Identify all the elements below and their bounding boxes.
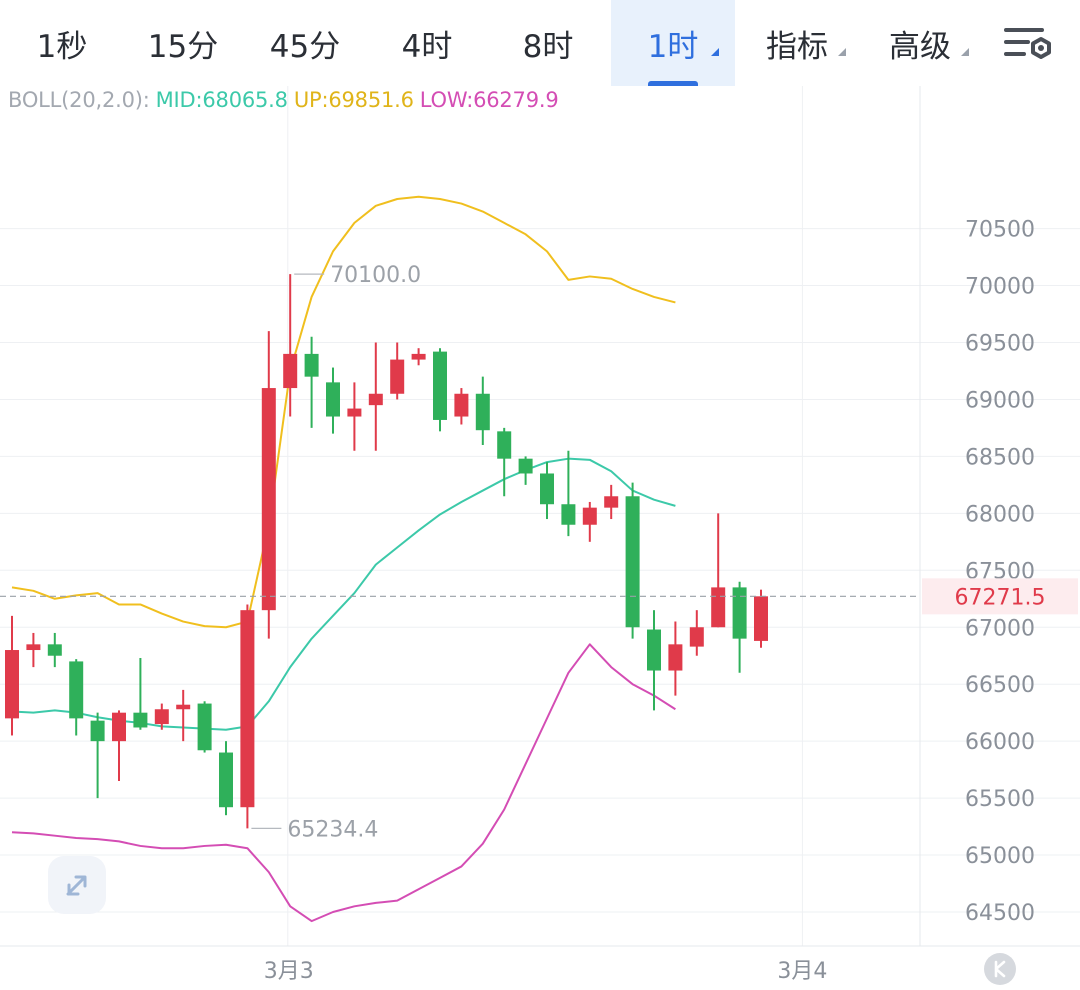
boll-lower-band bbox=[11, 643, 676, 923]
price-tick-label: 65000 bbox=[965, 844, 1035, 869]
boll-name: BOLL(20,2.0): bbox=[8, 88, 150, 112]
candle-body[interactable] bbox=[240, 610, 255, 808]
boll-upper-band bbox=[11, 195, 676, 629]
dropdown-caret-icon bbox=[711, 48, 719, 56]
expand-icon[interactable] bbox=[48, 856, 106, 914]
candle-body[interactable] bbox=[47, 644, 62, 656]
tab-timeframe-7[interactable]: 指标 bbox=[736, 0, 858, 86]
candle-body[interactable] bbox=[304, 353, 319, 377]
tab-label: 4时 bbox=[401, 28, 453, 65]
high-price-label: 70100.0 bbox=[330, 263, 421, 288]
candle-body[interactable] bbox=[69, 661, 84, 719]
tab-label: 高级 bbox=[889, 28, 951, 65]
candle-body[interactable] bbox=[454, 393, 469, 417]
candle-body[interactable] bbox=[518, 458, 533, 474]
candle-body[interactable] bbox=[668, 644, 683, 671]
candle-body[interactable] bbox=[5, 650, 19, 719]
current-price-tag bbox=[922, 578, 1078, 615]
price-tick-label: 68000 bbox=[965, 502, 1035, 527]
candle-body[interactable] bbox=[647, 629, 661, 671]
candle-body[interactable] bbox=[90, 720, 105, 742]
tab-timeframe-8[interactable]: 高级 bbox=[859, 0, 981, 86]
candle-body[interactable] bbox=[561, 504, 576, 525]
active-tab-indicator bbox=[648, 81, 698, 86]
price-tick-label: 64500 bbox=[965, 901, 1035, 926]
tab-label: 45分 bbox=[269, 28, 341, 65]
tab-timeframe-4[interactable]: 4时 bbox=[366, 0, 488, 86]
time-axis-label: 3月4 bbox=[777, 959, 827, 984]
candle-body[interactable] bbox=[433, 351, 447, 420]
candle-body[interactable] bbox=[582, 507, 597, 525]
current-price-label: 67271.5 bbox=[955, 585, 1046, 610]
boll-up-value: UP:69851.6 bbox=[293, 88, 414, 112]
tab-label: 指标 bbox=[766, 28, 828, 65]
boll-low-value: LOW:66279.9 bbox=[419, 88, 559, 112]
boll-mid-band bbox=[11, 457, 676, 731]
price-tick-label: 69000 bbox=[965, 388, 1035, 413]
tab-timeframe-6[interactable]: 1时 bbox=[611, 0, 735, 86]
candle-body[interactable] bbox=[497, 431, 512, 459]
candle-body[interactable] bbox=[219, 752, 233, 808]
tab-label: 1时 bbox=[647, 28, 699, 65]
candle-body[interactable] bbox=[711, 587, 726, 628]
kline-logo-icon[interactable] bbox=[984, 953, 1016, 985]
candle-body[interactable] bbox=[197, 703, 212, 751]
chart-settings-icon[interactable] bbox=[998, 12, 1060, 74]
boll-mid-value: MID:68065.8 bbox=[155, 88, 288, 112]
price-tick-label: 65500 bbox=[965, 787, 1035, 812]
price-tick-label: 66000 bbox=[965, 730, 1035, 755]
candle-body[interactable] bbox=[176, 704, 191, 710]
candle-body[interactable] bbox=[133, 712, 148, 728]
price-tick-label: 70500 bbox=[965, 218, 1035, 243]
tab-label: 8时 bbox=[522, 28, 574, 65]
tab-label: 1秒 bbox=[36, 28, 88, 65]
candle-body[interactable] bbox=[732, 587, 747, 639]
candle-body[interactable] bbox=[368, 393, 383, 406]
candle-body[interactable] bbox=[326, 382, 340, 417]
candle-body[interactable] bbox=[26, 644, 41, 651]
low-price-label: 65234.4 bbox=[287, 817, 378, 842]
price-tick-label: 66500 bbox=[965, 673, 1035, 698]
candle-body[interactable] bbox=[540, 473, 554, 505]
candle-body[interactable] bbox=[475, 393, 490, 431]
candle-body[interactable] bbox=[261, 388, 276, 611]
candle-body[interactable] bbox=[390, 359, 405, 394]
dropdown-caret-icon bbox=[838, 48, 846, 56]
price-tick-label: 70000 bbox=[965, 275, 1035, 300]
candle-body[interactable] bbox=[154, 709, 169, 725]
candle-body[interactable] bbox=[283, 353, 298, 389]
candlestick-chart[interactable]: 6450065000655006600066500670006750068000… bbox=[0, 86, 1080, 990]
candle-body[interactable] bbox=[112, 712, 126, 742]
tab-timeframe-2[interactable]: 15分 bbox=[122, 0, 244, 86]
tab-label: 15分 bbox=[147, 28, 219, 65]
dropdown-caret-icon bbox=[961, 48, 969, 56]
candle-body[interactable] bbox=[625, 496, 640, 628]
tab-timeframe-5[interactable]: 8时 bbox=[487, 0, 609, 86]
price-tick-label: 67000 bbox=[965, 616, 1035, 641]
candle-body[interactable] bbox=[689, 627, 704, 647]
price-tick-label: 69500 bbox=[965, 332, 1035, 357]
tab-timeframe-1[interactable]: 1秒 bbox=[1, 0, 123, 86]
candle-body[interactable] bbox=[754, 596, 768, 641]
candle-body[interactable] bbox=[411, 353, 426, 360]
candle-body[interactable] bbox=[604, 496, 619, 508]
price-tick-label: 68500 bbox=[965, 445, 1035, 470]
boll-indicator-legend: BOLL(20,2.0): MID:68065.8 UP:69851.6 LOW:66… bbox=[8, 88, 565, 112]
time-axis-label: 3月3 bbox=[264, 959, 314, 984]
candle-body[interactable] bbox=[347, 408, 362, 417]
timeframe-toolbar: 1秒 15分 45分 4时 8时 1时 指标 高级 bbox=[0, 0, 1080, 86]
tab-timeframe-3[interactable]: 45分 bbox=[244, 0, 366, 86]
